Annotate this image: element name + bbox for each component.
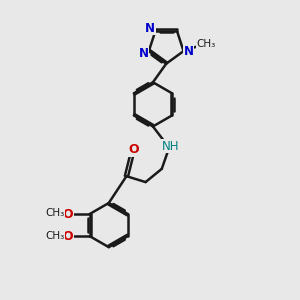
Text: O: O xyxy=(128,143,139,156)
Text: N: N xyxy=(184,45,194,58)
Text: CH₃: CH₃ xyxy=(46,230,65,241)
Text: N: N xyxy=(145,22,155,35)
Text: O: O xyxy=(63,230,73,243)
Text: CH₃: CH₃ xyxy=(196,39,216,49)
Text: N: N xyxy=(139,47,148,60)
Text: O: O xyxy=(63,208,73,220)
Text: NH: NH xyxy=(162,140,179,153)
Text: CH₃: CH₃ xyxy=(46,208,65,218)
